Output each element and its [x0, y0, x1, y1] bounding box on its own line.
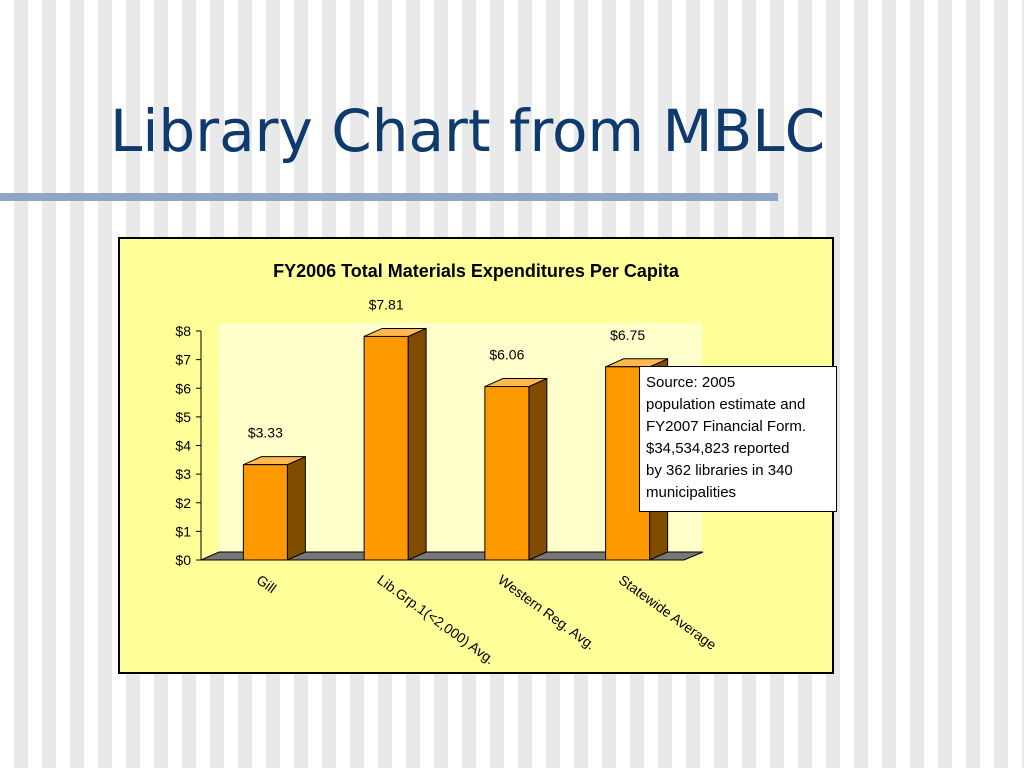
category-label: Statewide Average	[616, 571, 720, 653]
source-note-line: population estimate and	[646, 396, 806, 413]
source-note-line: by 362 libraries in 340	[646, 462, 793, 479]
slide-title: Library Chart from MBLC	[110, 97, 826, 165]
y-tick-label: $4	[175, 438, 191, 454]
y-tick-label: $8	[175, 323, 191, 339]
bar-side	[528, 377, 548, 561]
data-label: $6.75	[610, 327, 645, 343]
bar	[242, 464, 288, 561]
category-label: Lib.Grp.1(<2,000) Avg.	[374, 571, 497, 667]
y-tick-label: $3	[175, 466, 191, 482]
source-note-line: municipalities	[646, 484, 737, 501]
y-tick-label: $1	[175, 523, 191, 539]
source-note: Source: 2005 population estimate and FY2…	[639, 366, 837, 512]
bar	[363, 335, 409, 561]
category-label: Gill	[254, 571, 280, 596]
y-tick-label: $2	[175, 495, 191, 511]
data-label: $7.81	[369, 296, 404, 312]
data-label: $6.06	[489, 347, 524, 363]
source-note-line: Source: 2005	[646, 374, 736, 391]
y-tick-label: $0	[175, 552, 191, 568]
chart-title: FY2006 Total Materials Expenditures Per …	[273, 261, 679, 281]
bar-side	[286, 455, 306, 561]
source-note-line: $34,534,823 reported	[646, 440, 790, 457]
chart-frame: FY2006 Total Materials Expenditures Per …	[118, 237, 837, 674]
source-note-line: FY2007 Financial Form.	[646, 418, 807, 435]
y-tick-label: $5	[175, 409, 191, 425]
bar	[484, 386, 530, 561]
data-label: $3.33	[248, 425, 283, 441]
y-tick-label: $6	[175, 380, 191, 396]
plot-wall	[219, 323, 702, 552]
category-label: Western Reg. Avg.	[495, 571, 598, 652]
y-tick-label: $7	[175, 352, 191, 368]
bar-side	[407, 327, 427, 561]
title-underline	[0, 193, 778, 201]
